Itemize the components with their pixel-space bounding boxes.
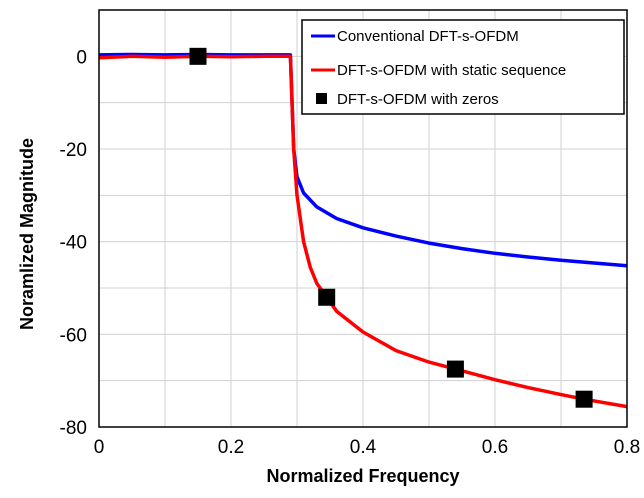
data-point-marker	[189, 47, 207, 65]
y-tick-label: 0	[76, 47, 87, 68]
legend-label-zeros: DFT-s-OFDM with zeros	[337, 91, 499, 108]
series-layer	[98, 47, 628, 409]
legend-swatch-zeros	[316, 93, 327, 104]
y-tick-label: -60	[60, 325, 87, 346]
legend-label-static-sequence: DFT-s-OFDM with static sequence	[337, 62, 566, 79]
x-tick-label: 0.6	[482, 437, 508, 458]
plot-frame	[98, 9, 628, 428]
y-tick-label: -80	[60, 418, 87, 439]
x-axis-title: Normalized Frequency	[266, 466, 459, 486]
data-point-marker	[446, 360, 464, 378]
y-tick-label: -40	[60, 233, 87, 254]
x-tick-label: 0.8	[614, 437, 640, 458]
series-line-1	[98, 54, 628, 409]
series-line-0	[98, 52, 628, 268]
legend-label-conventional: Conventional DFT-s-OFDM	[337, 28, 519, 45]
legend-box	[301, 19, 625, 115]
x-tick-label: 0.4	[350, 437, 377, 458]
data-point-marker	[318, 288, 336, 306]
legend: Conventional DFT-s-OFDM DFT-s-OFDM with …	[301, 19, 625, 115]
x-tick-label: 0.2	[218, 437, 244, 458]
y-tick-label: -20	[60, 140, 87, 161]
tick-labels: 0 0.2 0.4 0.6 0.8 0 -20 -40 -60 -80	[60, 47, 641, 458]
data-point-marker	[575, 390, 593, 408]
y-axis-title: Noramlized Magnitude	[17, 138, 37, 330]
x-tick-label: 0	[94, 437, 105, 458]
